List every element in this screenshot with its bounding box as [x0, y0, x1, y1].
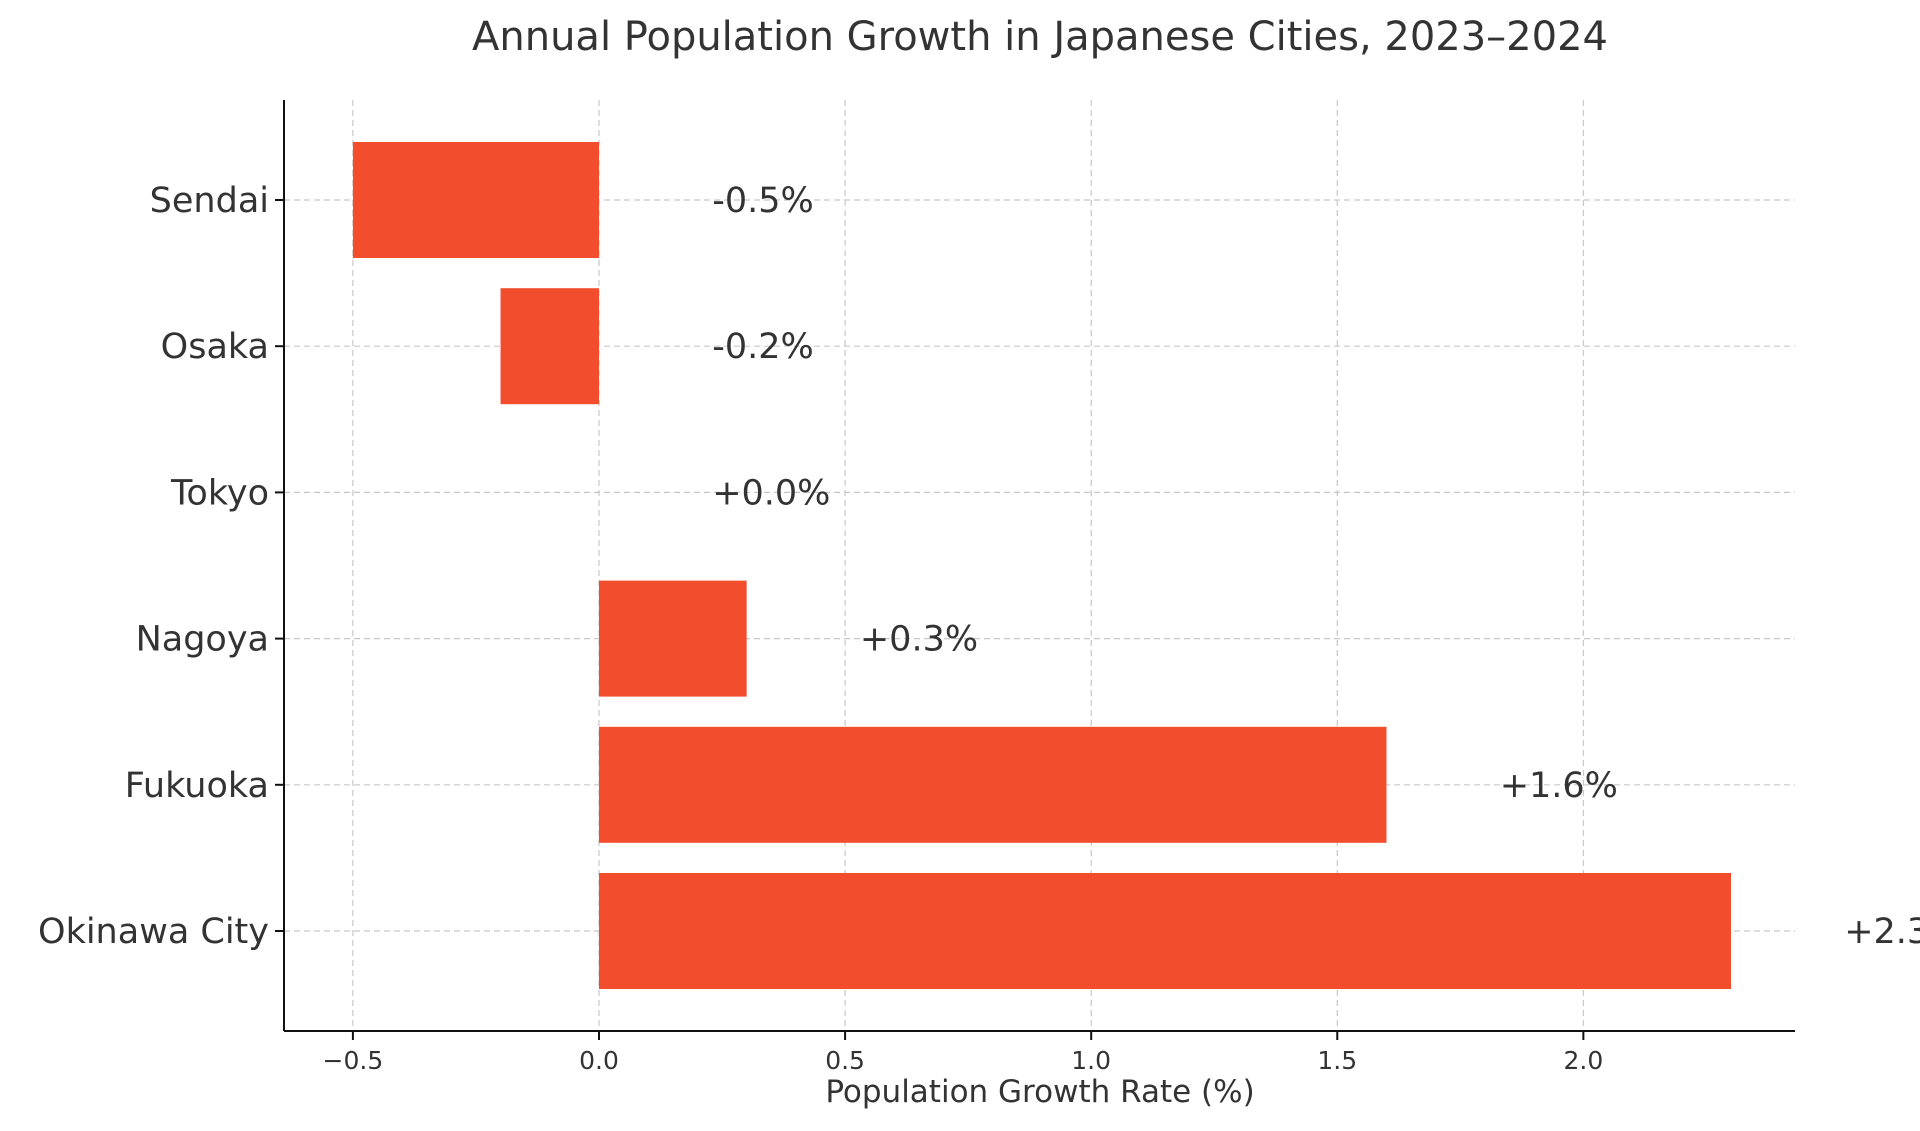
- data-label: +0.3%: [860, 620, 978, 660]
- y-ticks: Sendai Osaka Tokyo Nagoya Fukuoka Okinawa Cit…: [38, 181, 284, 952]
- y-tick-label: Tokyo: [170, 473, 269, 513]
- x-tick-label: 1.5: [1317, 1046, 1357, 1075]
- data-label: -0.2%: [712, 327, 814, 367]
- bar-osaka: [500, 288, 599, 405]
- data-label: +2.3%: [1844, 912, 1920, 952]
- chart-title: Annual Population Growth in Japanese Cit…: [472, 14, 1608, 60]
- x-tick-label: 0.0: [579, 1046, 619, 1075]
- bar-nagoya: [598, 580, 747, 697]
- x-tick-label: 1.0: [1071, 1046, 1111, 1075]
- bar-fukuoka: [598, 726, 1387, 843]
- data-label: -0.5%: [712, 181, 814, 221]
- data-label: +1.6%: [1500, 766, 1618, 806]
- x-axis-label: Population Growth Rate (%): [825, 1074, 1254, 1110]
- x-tick-label: 0.5: [825, 1046, 865, 1075]
- y-tick-label: Okinawa City: [38, 912, 269, 952]
- y-tick-label: Sendai: [150, 181, 269, 221]
- bar-okinawa-city: [598, 873, 1732, 989]
- bar-sendai: [352, 142, 599, 258]
- data-label: +0.0%: [712, 473, 830, 513]
- y-tick-label: Fukuoka: [125, 766, 269, 806]
- y-tick-label: Nagoya: [136, 620, 269, 660]
- data-labels: -0.5% -0.2% +0.0% +0.3% +1.6% +2.3%: [712, 181, 1920, 952]
- x-tick-label: −0.5: [323, 1046, 384, 1075]
- axes: [283, 100, 1795, 1032]
- x-tick-label: 2.0: [1563, 1046, 1603, 1075]
- y-tick-label: Osaka: [161, 327, 269, 367]
- x-ticks: −0.5 0.0 0.5 1.0 1.5 2.0: [323, 1031, 1603, 1075]
- bars: [352, 142, 1732, 989]
